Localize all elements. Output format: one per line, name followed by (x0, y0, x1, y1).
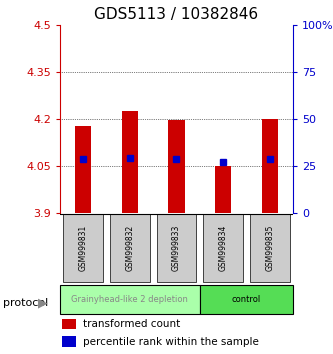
Text: GSM999832: GSM999832 (125, 225, 135, 271)
FancyBboxPatch shape (110, 214, 150, 281)
FancyBboxPatch shape (203, 214, 243, 281)
Text: GSM999834: GSM999834 (218, 224, 228, 271)
Text: ▶: ▶ (38, 296, 48, 309)
Text: GSM999831: GSM999831 (79, 225, 88, 271)
FancyBboxPatch shape (60, 285, 200, 314)
Text: control: control (232, 295, 261, 304)
Text: percentile rank within the sample: percentile rank within the sample (83, 337, 259, 347)
Text: protocol: protocol (3, 298, 49, 308)
Bar (122, 111, 138, 212)
Bar (75, 126, 91, 212)
Text: transformed count: transformed count (83, 319, 180, 329)
FancyBboxPatch shape (250, 214, 289, 281)
Text: Grainyhead-like 2 depletion: Grainyhead-like 2 depletion (72, 295, 188, 304)
Bar (168, 120, 184, 212)
Bar (62, 319, 76, 329)
Bar (215, 166, 231, 212)
FancyBboxPatch shape (63, 214, 103, 281)
Bar (262, 119, 278, 212)
Text: GSM999833: GSM999833 (172, 224, 181, 271)
FancyBboxPatch shape (200, 285, 293, 314)
Text: GSM999835: GSM999835 (265, 224, 274, 271)
FancyBboxPatch shape (157, 214, 196, 281)
Bar (62, 336, 76, 347)
Title: GDS5113 / 10382846: GDS5113 / 10382846 (95, 7, 258, 22)
